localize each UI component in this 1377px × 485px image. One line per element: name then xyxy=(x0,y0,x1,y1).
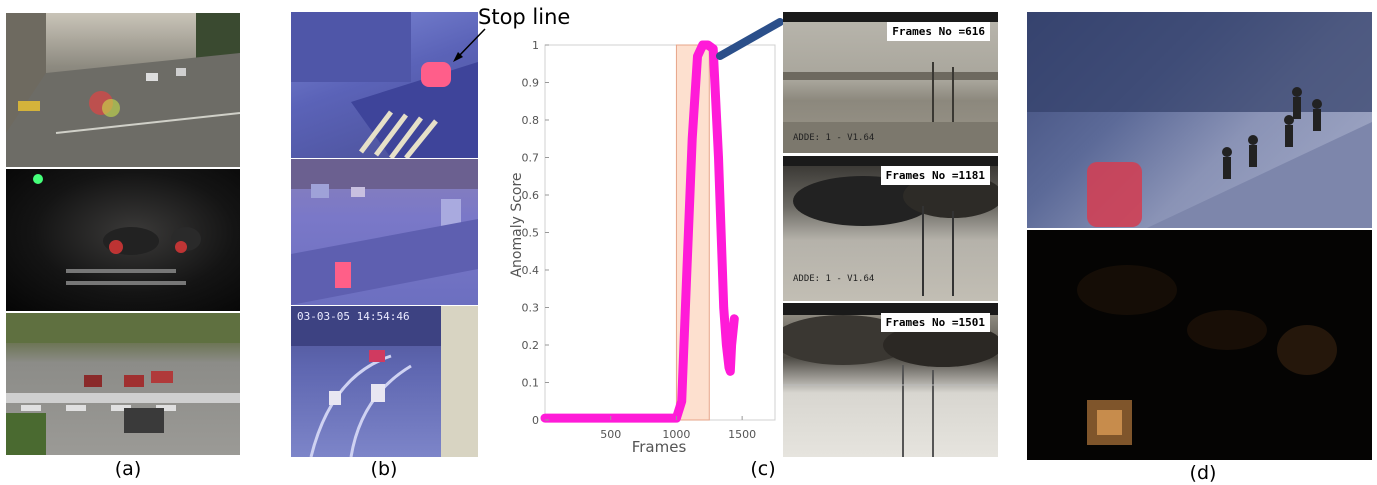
y-tick-label: 0.6 xyxy=(522,189,540,202)
y-tick-label: 0 xyxy=(532,414,539,427)
chart-axes xyxy=(544,44,776,421)
traffic-scene-a3 xyxy=(6,313,240,455)
traffic-photo-a1 xyxy=(6,13,240,167)
frame-connector xyxy=(716,18,784,60)
pedestrian-scene xyxy=(1027,12,1372,228)
chart-ylabel: Anomaly Score xyxy=(509,172,525,277)
anomaly-score-line xyxy=(540,40,739,423)
video-frame-1181: ADDE: 1 - V1.64 Frames No =1181 xyxy=(783,156,998,301)
traffic-photo-a2 xyxy=(6,169,240,311)
traffic-scene-a1 xyxy=(6,13,240,167)
anomaly-heatmap xyxy=(1027,230,1372,460)
frame-label-1501: Frames No =1501 xyxy=(880,313,990,332)
pedestrian-photo xyxy=(1027,12,1372,228)
svg-text:03-03-05 14:54:46: 03-03-05 14:54:46 xyxy=(297,310,410,323)
chart-series-layer xyxy=(540,40,739,423)
traffic-scene-b3: 03-03-05 14:54:46 xyxy=(291,306,478,457)
caption-d: (d) xyxy=(1189,462,1217,484)
stop-line-annotation: Stop line xyxy=(478,5,571,29)
caption-b: (b) xyxy=(370,458,398,480)
heatmap-scene xyxy=(1077,265,1337,445)
y-tick-label: 0.4 xyxy=(522,264,540,277)
video-frame-1501: Frames No =1501 xyxy=(783,303,998,457)
traffic-scene-a2 xyxy=(33,174,201,285)
traffic-photo-b2 xyxy=(291,159,478,305)
y-tick-label: 0.8 xyxy=(522,114,540,127)
svg-text:ADDE: 1 - V1.64: ADDE: 1 - V1.64 xyxy=(793,133,874,143)
x-tick-label: 1000 xyxy=(662,428,690,441)
frame-label-1181: Frames No =1181 xyxy=(880,166,990,185)
frame-label-616: Frames No =616 xyxy=(887,22,990,41)
caption-a: (a) xyxy=(114,458,142,480)
traffic-scene-b1 xyxy=(291,12,478,158)
video-frame-616: ADDE: 1 - V1.64 Frames No =616 xyxy=(783,12,998,153)
caption-c: (c) xyxy=(750,458,776,480)
y-tick-label: 0.5 xyxy=(522,227,540,240)
traffic-photo-a3 xyxy=(6,313,240,455)
frame-scene-1181: ADDE: 1 - V1.64 xyxy=(793,174,998,296)
frame-scene-1501 xyxy=(783,315,998,457)
traffic-photo-b3: 03-03-05 14:54:46 xyxy=(291,306,478,457)
chart-plot-area xyxy=(544,44,776,421)
traffic-scene-b2 xyxy=(291,159,478,305)
stop-line-arrow xyxy=(453,28,486,62)
traffic-photo-b1 xyxy=(291,12,478,158)
svg-text:ADDE: 1 - V1.64: ADDE: 1 - V1.64 xyxy=(793,274,874,284)
y-tick-label: 0.1 xyxy=(522,377,540,390)
frame-scene-616: ADDE: 1 - V1.64 xyxy=(783,62,998,153)
y-tick-label: 1 xyxy=(532,39,539,52)
y-tick-label: 0.7 xyxy=(522,152,540,165)
y-tick-label: 0.9 xyxy=(522,77,540,90)
y-tick-label: 0.2 xyxy=(522,339,540,352)
y-tick-label: 0.3 xyxy=(522,302,540,315)
x-tick-label: 500 xyxy=(600,428,621,441)
x-tick-label: 1500 xyxy=(728,428,756,441)
chart-xlabel: Frames xyxy=(632,438,687,456)
